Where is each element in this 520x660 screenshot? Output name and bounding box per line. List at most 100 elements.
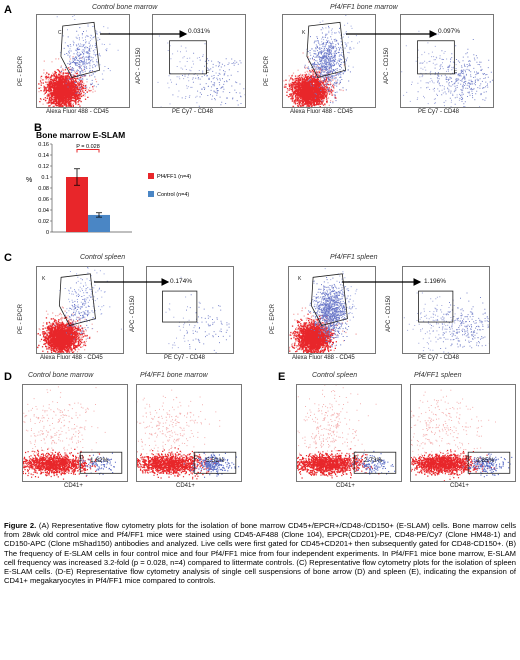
plot-canvas bbox=[137, 389, 240, 480]
y-axis-label: PE - EPCR bbox=[264, 55, 270, 86]
chart-title: Bone marrow E-SLAM bbox=[36, 130, 125, 140]
event-dots bbox=[417, 39, 493, 107]
gate-percentage: 3.85% bbox=[476, 457, 495, 464]
flow-plot-d-pf4-cd41 bbox=[136, 384, 242, 482]
gate-label: D bbox=[80, 455, 84, 461]
panel-letter-a: A bbox=[4, 4, 12, 16]
x-axis-label: CD41+ bbox=[336, 483, 355, 489]
gate-outline bbox=[353, 451, 397, 474]
event-dots bbox=[308, 277, 354, 353]
x-axis-label: Alexa Fluor 488 - CD45 bbox=[46, 109, 109, 115]
panel-c-right-title: Pf4/FF1 spleen bbox=[330, 254, 378, 261]
panel-d-right-title: Pf4/FF1 bone marrow bbox=[140, 372, 208, 379]
legend-swatch bbox=[148, 173, 154, 179]
plot-canvas bbox=[297, 385, 397, 479]
y-axis-label: PE - EPCR bbox=[18, 55, 24, 86]
gate-outline bbox=[418, 290, 454, 323]
significance-bracket bbox=[76, 149, 100, 153]
legend-swatch bbox=[148, 191, 154, 197]
event-dots bbox=[462, 453, 513, 478]
event-dots bbox=[424, 292, 489, 353]
event-dots bbox=[172, 294, 231, 353]
x-axis-label: PE Cy7 - CD48 bbox=[172, 109, 214, 115]
gate-outline bbox=[162, 290, 198, 323]
panel-a-left-title: Control bone marrow bbox=[92, 4, 158, 11]
panel-letter-e: E bbox=[278, 371, 286, 383]
flow-plot-d-control-cd41 bbox=[22, 384, 128, 482]
plot-canvas bbox=[403, 290, 489, 353]
event-dots bbox=[165, 276, 215, 350]
event-dots bbox=[349, 450, 396, 475]
y-tick-label: 0.12 bbox=[38, 164, 49, 170]
y-axis-label: PE - EPCR bbox=[18, 303, 24, 334]
event-dots bbox=[283, 68, 337, 107]
gate-label: K bbox=[42, 276, 46, 282]
gate-percentage: 0.174% bbox=[170, 278, 193, 285]
bar-chart-bone-marrow-eslam: Bone marrow E-SLAM 0 0.02 0.04 0.06 0.08 0.1 0.… bbox=[26, 130, 191, 236]
y-tick-label: 0.16 bbox=[38, 142, 49, 148]
event-dots bbox=[411, 449, 496, 481]
gate-label: D bbox=[354, 455, 358, 461]
bar-pf4ff1 bbox=[66, 177, 88, 232]
event-dots bbox=[23, 448, 101, 480]
gate-percentage: 0.097% bbox=[438, 28, 461, 35]
gate-percentage: 1.82% bbox=[90, 457, 109, 464]
gate-outline bbox=[169, 40, 207, 75]
event-dots bbox=[60, 27, 109, 95]
flow-plot-e-pf4-cd41 bbox=[410, 384, 516, 482]
gate-label: K bbox=[298, 276, 302, 282]
panel-letter-b: B bbox=[34, 122, 42, 134]
figure-caption: Figure 2. (A) Representative flow cytome… bbox=[4, 521, 516, 585]
flow-plot-e-control-cd41 bbox=[296, 384, 402, 482]
gate-outline bbox=[417, 40, 455, 75]
gate-percentage: 2.73% bbox=[364, 457, 383, 464]
panel-letter-d: D bbox=[4, 371, 12, 383]
gate-label: C bbox=[58, 30, 62, 36]
plot-canvas bbox=[289, 268, 358, 353]
flow-plot-a-control-cd48-cd150 bbox=[152, 14, 246, 108]
gate-percentage: 5.51% bbox=[206, 457, 225, 464]
gate-outline bbox=[60, 21, 100, 79]
plot-canvas bbox=[38, 15, 119, 107]
gate-label: F bbox=[206, 70, 210, 76]
x-axis-label: Alexa Fluor 488 - CD45 bbox=[40, 355, 103, 361]
gate-label: D bbox=[466, 455, 470, 461]
y-tick-label: 0.14 bbox=[38, 153, 49, 159]
gate-outline bbox=[467, 451, 511, 474]
legend-entry: Pf4/FF1 (n=4) bbox=[157, 174, 191, 180]
y-axis-label: % bbox=[26, 177, 32, 184]
x-axis-label: CD41+ bbox=[176, 483, 195, 489]
panel-e-right-title: Pf4/FF1 spleen bbox=[414, 372, 462, 379]
p-value-annotation: P = 0.028 bbox=[76, 144, 100, 150]
error-bar bbox=[96, 212, 102, 218]
event-dots bbox=[312, 268, 358, 328]
caption-text: (A) Representative flow cytometry plots … bbox=[4, 521, 516, 586]
error-bar bbox=[74, 168, 80, 186]
y-axis-label: APC - CD150 bbox=[384, 47, 390, 84]
x-axis-label: CD41+ bbox=[450, 483, 469, 489]
gate-label: D bbox=[194, 455, 198, 461]
plot-canvas bbox=[283, 15, 360, 107]
y-axis-label: PE - EPCR bbox=[270, 303, 276, 334]
panel-a-right-title: Pf4/FF1 bone marrow bbox=[330, 4, 398, 11]
plot-canvas bbox=[411, 389, 513, 481]
event-dots bbox=[401, 30, 465, 107]
plot-canvas bbox=[162, 276, 231, 353]
gate-percentage: 1.196% bbox=[424, 278, 447, 285]
y-tick-label: 0.04 bbox=[38, 208, 49, 214]
gate-outline bbox=[79, 451, 123, 474]
panel-c-left-title: Control spleen bbox=[80, 254, 126, 261]
flow-plot-c-pf4-cd45-epcr bbox=[288, 266, 376, 354]
x-axis-label: CD41+ bbox=[64, 483, 83, 489]
plot-canvas bbox=[23, 386, 123, 480]
gate-outline bbox=[306, 21, 346, 79]
gate-percentage: 0.031% bbox=[188, 28, 211, 35]
gate-outline bbox=[58, 273, 96, 326]
x-axis-label: Alexa Fluor 488 - CD45 bbox=[292, 355, 355, 361]
flow-plot-c-control-cd48-cd150 bbox=[146, 266, 234, 354]
panel-d-left-title: Control bone marrow bbox=[28, 372, 94, 379]
flow-plot-a-pf4-cd45-epcr bbox=[282, 14, 376, 108]
plot-canvas bbox=[37, 267, 122, 353]
panel-e-left-title: Control spleen bbox=[312, 372, 358, 379]
x-axis-label: PE Cy7 - CD48 bbox=[418, 355, 460, 361]
